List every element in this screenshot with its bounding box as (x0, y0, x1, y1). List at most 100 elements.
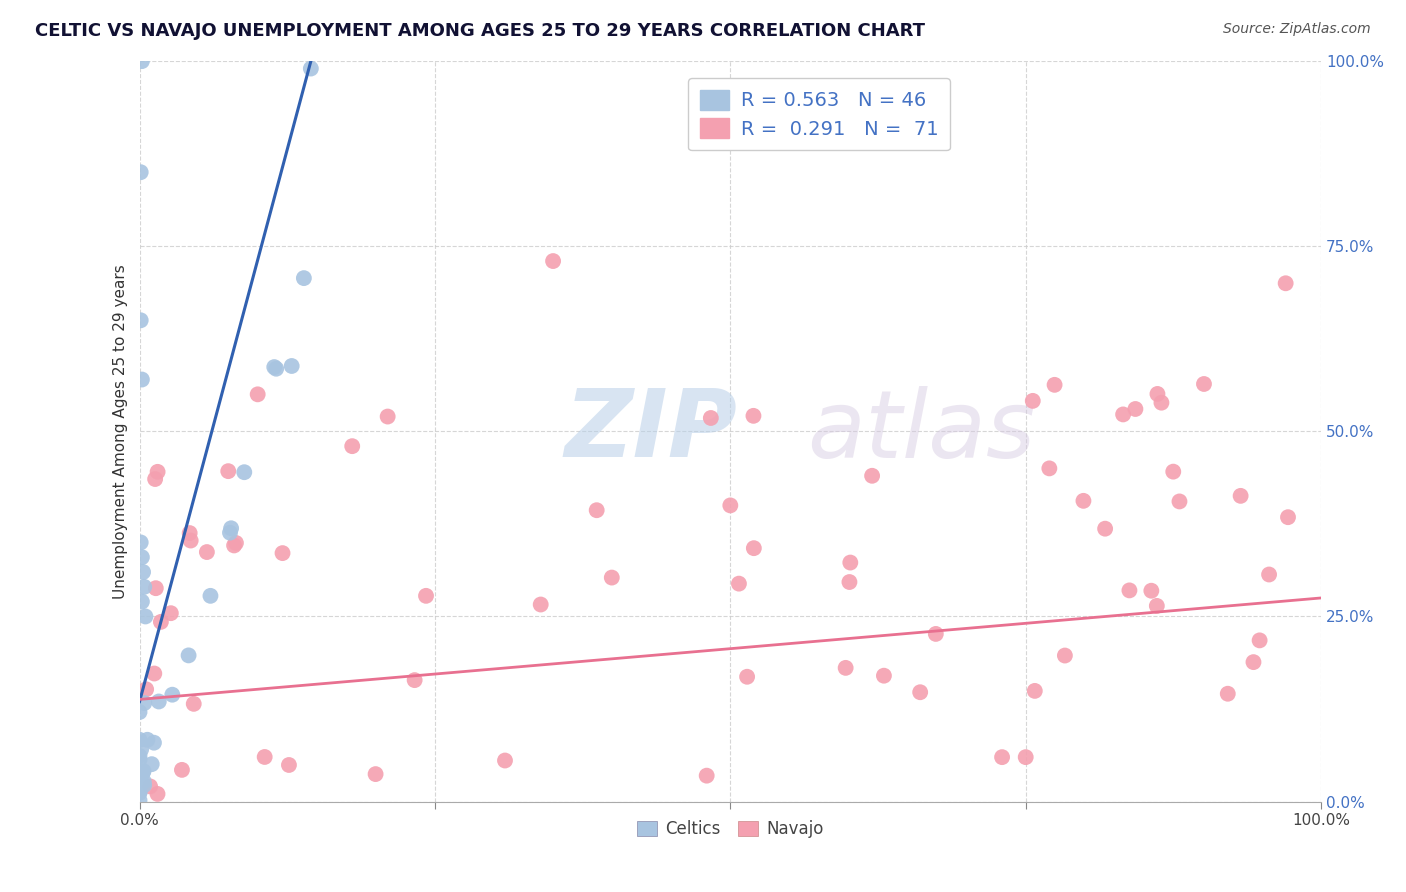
Point (718, 499, 741, 513)
Point (1161, 465, 1184, 479)
Point (263, 360, 285, 375)
Point (1146, 599, 1168, 613)
Point (991, 750, 1014, 764)
Point (246, 387, 269, 401)
Point (132, 764, 155, 779)
Point (742, 541, 765, 556)
Point (129, 772, 152, 787)
Point (696, 769, 718, 783)
Point (1043, 377, 1066, 392)
Text: ZIP: ZIP (565, 385, 738, 477)
Point (225, 536, 247, 550)
Point (925, 627, 948, 641)
Point (530, 598, 553, 612)
Text: atlas: atlas (807, 386, 1035, 477)
Point (1277, 510, 1299, 524)
Point (1150, 395, 1173, 409)
Legend: Celtics, Navajo: Celtics, Navajo (631, 814, 830, 845)
Point (1015, 750, 1038, 764)
Point (742, 409, 765, 423)
Point (129, 165, 152, 179)
Y-axis label: Unemployment Among Ages 25 to 29 years: Unemployment Among Ages 25 to 29 years (114, 264, 128, 599)
Point (280, 359, 302, 373)
Point (143, 472, 166, 486)
Point (134, 778, 156, 792)
Point (146, 465, 169, 479)
Point (253, 750, 276, 764)
Point (1140, 583, 1163, 598)
Point (134, 696, 156, 710)
Point (132, 765, 155, 780)
Point (128, 764, 150, 779)
Point (1022, 393, 1045, 408)
Point (1243, 655, 1265, 669)
Point (131, 765, 153, 780)
Point (1118, 583, 1140, 598)
Point (145, 581, 167, 595)
Point (128, 780, 150, 794)
Point (700, 411, 723, 425)
Point (162, 688, 184, 702)
Point (1146, 387, 1168, 401)
Point (128, 785, 150, 799)
Point (177, 648, 200, 663)
Point (148, 694, 170, 708)
Point (131, 550, 153, 565)
Point (131, 372, 153, 386)
Point (1053, 648, 1076, 663)
Point (183, 697, 205, 711)
Point (129, 313, 152, 327)
Point (377, 409, 399, 424)
Point (128, 705, 150, 719)
Point (1024, 684, 1046, 698)
Point (278, 758, 301, 772)
Point (131, 595, 153, 609)
Point (128, 732, 150, 747)
Point (342, 439, 364, 453)
Point (1192, 376, 1215, 391)
Text: CELTIC VS NAVAJO UNEMPLOYMENT AMONG AGES 25 TO 29 YEARS CORRELATION CHART: CELTIC VS NAVAJO UNEMPLOYMENT AMONG AGES… (35, 22, 925, 40)
Point (364, 767, 387, 781)
Point (1038, 461, 1060, 475)
Point (131, 764, 153, 779)
Point (179, 526, 201, 541)
Point (128, 748, 150, 763)
Point (134, 580, 156, 594)
Point (128, 753, 150, 767)
Point (132, 774, 155, 789)
Point (264, 361, 287, 376)
Point (141, 757, 163, 772)
Point (873, 669, 896, 683)
Point (134, 609, 156, 624)
Point (1258, 567, 1281, 582)
Point (728, 576, 751, 591)
Point (1249, 633, 1271, 648)
Point (129, 742, 152, 756)
Point (271, 546, 294, 560)
Point (142, 736, 165, 750)
Point (131, 54, 153, 69)
Point (200, 589, 222, 603)
Text: Source: ZipAtlas.com: Source: ZipAtlas.com (1223, 22, 1371, 37)
Point (128, 786, 150, 800)
Point (180, 533, 202, 548)
Point (1094, 522, 1116, 536)
Point (217, 464, 239, 478)
Point (299, 62, 322, 76)
Point (129, 535, 152, 549)
Point (1112, 408, 1135, 422)
Point (415, 589, 437, 603)
Point (1216, 687, 1239, 701)
Point (404, 673, 426, 687)
Point (128, 793, 150, 807)
Point (735, 670, 758, 684)
Point (146, 787, 169, 801)
Point (139, 780, 162, 794)
Point (1125, 402, 1147, 417)
Point (132, 565, 155, 579)
Point (233, 465, 256, 479)
Point (136, 732, 159, 747)
Point (839, 556, 862, 570)
Point (170, 763, 193, 777)
Point (222, 538, 245, 552)
